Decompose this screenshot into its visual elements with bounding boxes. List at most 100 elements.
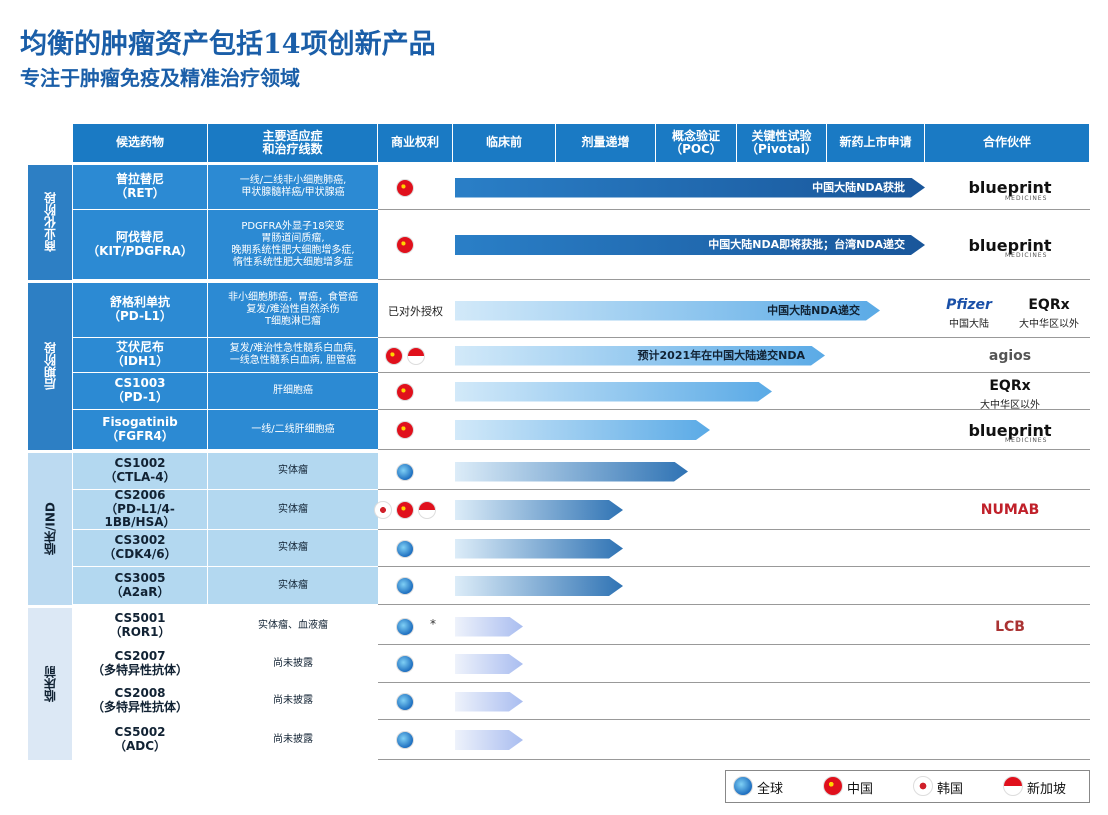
flag-icon bbox=[733, 776, 753, 796]
row-divider bbox=[378, 682, 1090, 683]
stage-bar bbox=[455, 539, 623, 559]
column-header: 临床前 bbox=[453, 124, 556, 162]
column-header: 概念验证 （POC） bbox=[656, 124, 737, 162]
flag-icon bbox=[385, 346, 403, 365]
stage-bar bbox=[455, 617, 523, 637]
partner-logo-sub: MEDICINES bbox=[1005, 194, 1048, 202]
legend-label: 全球 bbox=[757, 782, 784, 797]
drug-cell: 舒格利单抗 （PD-L1） bbox=[73, 283, 208, 337]
partner-caption: 中国大陆 bbox=[949, 319, 989, 330]
bar-label: 中国大陆NDA递交 bbox=[767, 303, 860, 317]
indication-cell: 尚未披露 bbox=[208, 683, 378, 719]
row-divider bbox=[378, 644, 1090, 645]
flag-icon bbox=[418, 501, 436, 519]
group-label: 临床/IND bbox=[28, 453, 72, 605]
row-divider bbox=[378, 372, 1090, 373]
bar-label: 中国大陆NDA获批 bbox=[812, 180, 905, 194]
header-bg bbox=[73, 124, 1090, 162]
partner-logo: agios bbox=[988, 347, 1032, 364]
flag-icon bbox=[1003, 776, 1023, 796]
indication-cell: 实体瘤 bbox=[208, 530, 378, 566]
partner-logo: LCB bbox=[995, 618, 1025, 635]
stage-bar bbox=[455, 301, 880, 321]
row-divider bbox=[378, 337, 1090, 338]
indication-cell: 一线/二线肝细胞癌 bbox=[208, 410, 378, 449]
indication-cell: 尚未披露 bbox=[208, 645, 378, 682]
legend-label: 中国 bbox=[847, 782, 874, 797]
drug-cell: CS3002 （CDK4/6） bbox=[73, 530, 208, 566]
stage-bar bbox=[455, 346, 825, 366]
stage-bar bbox=[455, 235, 925, 255]
indication-cell: 实体瘤、血液瘤 bbox=[208, 608, 378, 644]
stage-bar bbox=[455, 730, 523, 750]
row-divider bbox=[378, 489, 1090, 490]
group-label: 商业化阶段 bbox=[28, 165, 72, 280]
flag-icon bbox=[913, 776, 933, 796]
drug-cell: CS5002 （ADC） bbox=[73, 720, 208, 759]
flag-icon bbox=[396, 421, 414, 439]
partner-caption: 大中华区以外 bbox=[1019, 319, 1079, 330]
column-header: 剂量递增 bbox=[556, 124, 656, 162]
indication-cell: 肝细胞癌 bbox=[208, 373, 378, 409]
partner-logo: EQRx bbox=[1028, 296, 1070, 313]
partner-logo: Pfizer bbox=[946, 296, 992, 313]
drug-cell: Fisogatinib （FGFR4） bbox=[73, 410, 208, 449]
drug-cell: CS2006 （PD-L1/4-1BB/HSA） bbox=[73, 488, 208, 529]
flag-icon bbox=[396, 617, 414, 636]
stage-bar bbox=[455, 654, 523, 674]
stage-bar bbox=[455, 382, 772, 402]
flag-icon bbox=[374, 501, 392, 519]
group-label: 临床前 bbox=[28, 608, 72, 760]
bar-label: 中国大陆NDA即将获批；台湾NDA递交 bbox=[708, 238, 905, 251]
flag-icon bbox=[396, 236, 414, 254]
indication-cell: 一线/二线非小细胞肺癌, 甲状腺髓样癌/甲状腺癌 bbox=[208, 165, 378, 209]
indication-cell: 非小细胞肺癌，胃癌，食管癌 复发/难治性自然杀伤 T细胞淋巴瘤 bbox=[208, 283, 378, 337]
bar-label: 预计2021年在中国大陆递交NDA bbox=[637, 348, 805, 362]
partner-logo: blueprint bbox=[968, 420, 1052, 440]
stage-bar bbox=[455, 692, 523, 712]
flag-icon bbox=[407, 346, 425, 365]
flag-icon bbox=[396, 577, 414, 595]
row-divider bbox=[378, 719, 1090, 720]
drug-cell: 普拉替尼 （RET） bbox=[73, 165, 208, 209]
flag-icon bbox=[396, 731, 414, 749]
drug-cell: CS2008 （多特异性抗体） bbox=[73, 683, 208, 719]
row-divider bbox=[378, 529, 1090, 530]
partner-logo-sub: MEDICINES bbox=[1005, 252, 1048, 259]
stage-bar bbox=[455, 500, 623, 520]
flag-icon bbox=[396, 501, 414, 519]
title: 均衡的肿瘤资产包括14项创新产品 bbox=[20, 29, 436, 60]
drug-cell: CS3005 （A2aR） bbox=[73, 567, 208, 604]
row-divider bbox=[378, 209, 1090, 210]
legend-box bbox=[725, 770, 1090, 803]
column-header: 合作伙伴 bbox=[925, 124, 1090, 162]
rights-text: 已对外授权 bbox=[388, 304, 443, 318]
column-header: 候选药物 bbox=[73, 124, 208, 162]
flag-icon bbox=[396, 692, 414, 711]
stage-bar bbox=[455, 576, 623, 596]
partner-logo: blueprint bbox=[968, 235, 1052, 255]
flag-icon bbox=[396, 539, 414, 558]
column-header: 关键性试验 （Pivotal） bbox=[737, 124, 827, 162]
partner-logo-sub: MEDICINES bbox=[1005, 437, 1048, 444]
column-header: 主要适应症 和治疗线数 bbox=[208, 124, 378, 162]
partner-logo: blueprint bbox=[968, 178, 1052, 197]
drug-cell: CS1003 （PD-1） bbox=[73, 373, 208, 409]
flag-icon bbox=[823, 776, 843, 796]
indication-cell: 实体瘤 bbox=[208, 490, 378, 529]
row-divider bbox=[378, 604, 1090, 605]
row-divider bbox=[378, 566, 1090, 567]
drug-cell: 艾伏尼布 （IDH1） bbox=[73, 338, 208, 372]
drug-cell: CS5001 （ROR1） bbox=[73, 608, 208, 644]
indication-cell: 实体瘤 bbox=[208, 453, 378, 489]
indication-cell: 复发/难治性急性髓系白血病, 一线急性髓系白血病, 胆管癌 bbox=[208, 338, 378, 372]
flag-icon bbox=[396, 382, 414, 401]
partner-logo: EQRx bbox=[989, 377, 1031, 394]
stage-bar bbox=[455, 462, 688, 482]
row-divider bbox=[378, 449, 1090, 450]
column-header: 新药上市申请 bbox=[827, 124, 925, 162]
row-divider bbox=[378, 279, 1090, 280]
drug-cell: 阿伐替尼 （KIT/PDGFRA） bbox=[73, 210, 208, 279]
row-divider bbox=[378, 409, 1090, 410]
